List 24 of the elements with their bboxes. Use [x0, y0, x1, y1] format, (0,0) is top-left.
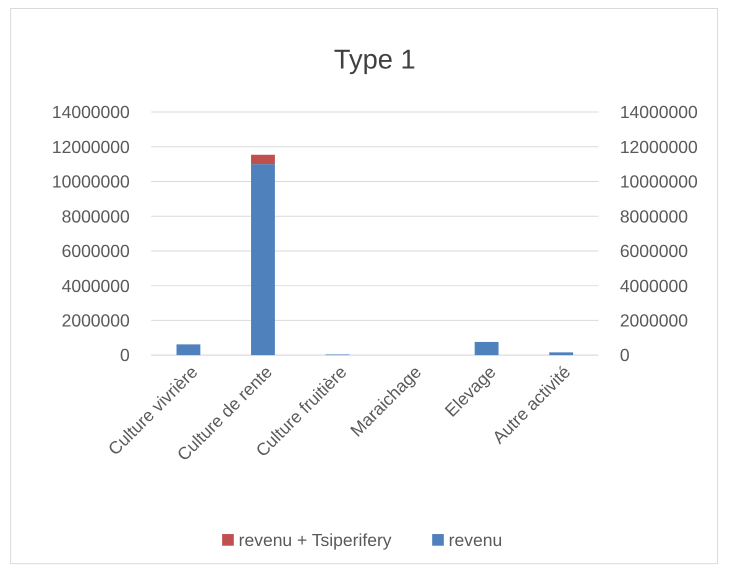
y2-tick-label: 0	[620, 345, 630, 366]
y-tick-label: 10000000	[52, 172, 130, 192]
y-tick-label: 4000000	[62, 276, 130, 296]
bar	[549, 352, 574, 356]
y-tick-label: 2000000	[62, 310, 130, 331]
legend-label: revenu	[448, 530, 502, 550]
y-tick-label: 12000000	[52, 136, 130, 157]
bar	[474, 342, 499, 356]
y-tick-label: 0	[120, 345, 130, 366]
y2-tick-label: 2000000	[620, 310, 688, 331]
legend-label: revenu + Tsiperifery	[238, 530, 392, 550]
y2-tick-label: 12000000	[620, 136, 698, 157]
y-tick-label: 6000000	[62, 241, 130, 262]
y2-tick-label: 8000000	[620, 206, 688, 226]
chart-title: Type 1	[334, 43, 416, 74]
bar	[176, 344, 200, 356]
y-tick-label: 8000000	[62, 206, 130, 226]
bar	[251, 154, 275, 164]
y2-tick-label: 14000000	[620, 102, 698, 122]
y-tick-label: 14000000	[52, 102, 130, 122]
y2-tick-label: 4000000	[620, 276, 688, 296]
bar	[251, 164, 275, 356]
y2-tick-label: 6000000	[620, 241, 688, 262]
y2-tick-label: 10000000	[620, 172, 698, 192]
